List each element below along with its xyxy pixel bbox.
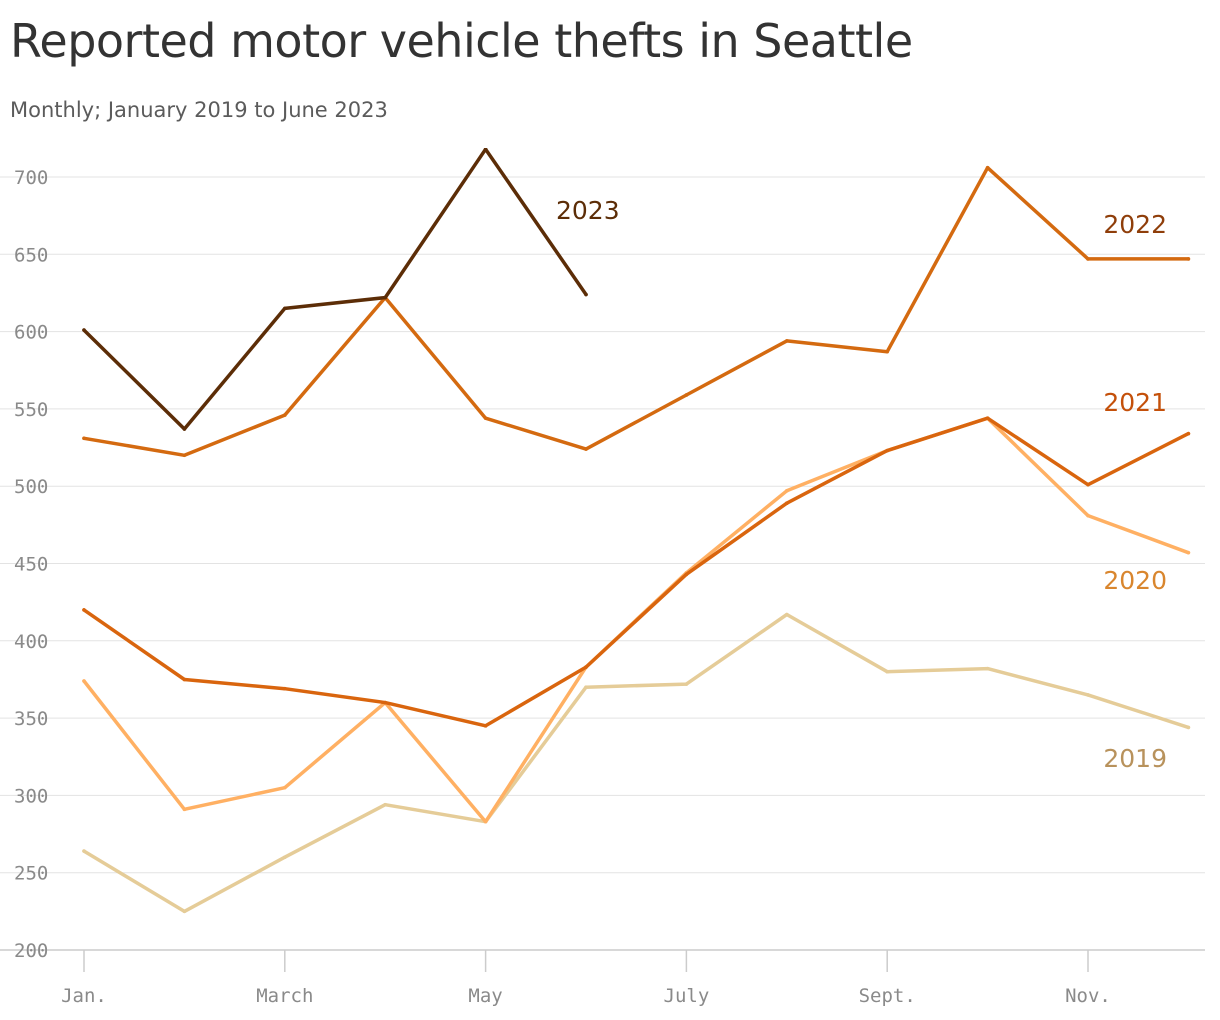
x-tick-label: Jan. xyxy=(61,985,107,1007)
data-point-2019 xyxy=(584,685,588,689)
data-point-2019 xyxy=(985,666,990,671)
data-point-2019 xyxy=(283,855,287,860)
data-point-2020 xyxy=(283,785,287,790)
data-point-2023 xyxy=(82,328,86,332)
data-point-2022 xyxy=(283,413,287,417)
data-point-2022 xyxy=(182,453,187,458)
data-point-2021 xyxy=(985,416,990,420)
y-tick-label: 650 xyxy=(14,244,48,266)
data-point-2022 xyxy=(82,436,86,441)
data-point-2019 xyxy=(684,682,689,686)
data-point-2021 xyxy=(283,686,287,691)
data-point-2022 xyxy=(885,349,889,354)
data-point-2021 xyxy=(182,677,187,682)
series-line-2019 xyxy=(82,612,1191,914)
series-label-2022: 2022 xyxy=(1103,210,1167,239)
grid-lines xyxy=(0,176,1205,951)
x-tick-label: May xyxy=(468,985,502,1007)
data-point-2022 xyxy=(785,339,789,343)
data-point-2022 xyxy=(684,393,689,397)
series-label-2019: 2019 xyxy=(1103,744,1167,773)
data-point-2019 xyxy=(885,669,889,674)
data-point-2023 xyxy=(182,427,187,431)
data-point-2020 xyxy=(785,489,789,493)
y-tick-label: 500 xyxy=(14,476,48,498)
chart-title: Reported motor vehicle thefts in Seattle xyxy=(10,14,913,68)
x-tick-label: Sept. xyxy=(859,985,916,1007)
series-line-2023 xyxy=(82,148,588,431)
x-tick-label: March xyxy=(256,985,313,1007)
data-point-2021 xyxy=(383,700,388,705)
y-tick-label: 250 xyxy=(14,863,48,885)
data-point-2021 xyxy=(885,448,889,453)
series-lines xyxy=(82,148,1191,914)
data-point-2019 xyxy=(82,849,86,853)
data-point-2019 xyxy=(785,612,789,617)
data-point-2022 xyxy=(1186,257,1191,261)
x-tick-label: July xyxy=(664,985,710,1007)
series-label-2021: 2021 xyxy=(1103,388,1167,417)
data-point-2023 xyxy=(483,148,488,151)
chart-subtitle: Monthly; January 2019 to June 2023 xyxy=(10,98,388,122)
y-tick-label: 600 xyxy=(14,322,48,344)
series-label-2023: 2023 xyxy=(556,196,620,225)
series-labels: 2019 2020 2021 2022 2023 xyxy=(556,196,1167,773)
data-point-2021 xyxy=(483,724,488,728)
y-tick-label: 700 xyxy=(14,167,48,189)
data-point-2020 xyxy=(82,679,86,683)
data-point-2022 xyxy=(483,416,488,420)
data-point-2020 xyxy=(1086,513,1090,518)
data-point-2020 xyxy=(483,819,488,824)
data-point-2021 xyxy=(1186,431,1191,436)
data-point-2019 xyxy=(1186,725,1191,730)
data-point-2019 xyxy=(182,909,187,914)
data-point-2019 xyxy=(1086,693,1090,697)
y-tick-label: 550 xyxy=(14,399,48,421)
series-label-2020: 2020 xyxy=(1103,566,1167,595)
y-tick-label: 300 xyxy=(14,785,48,807)
series-line-2022 xyxy=(82,165,1191,458)
y-tick-label: 350 xyxy=(14,708,48,730)
y-tick-label: 400 xyxy=(14,631,48,653)
data-point-2020 xyxy=(1186,550,1191,555)
x-tick-label: Nov. xyxy=(1065,985,1111,1007)
data-point-2022 xyxy=(584,447,588,451)
data-point-2021 xyxy=(82,608,86,612)
y-tick-label: 200 xyxy=(14,940,48,962)
data-point-2019 xyxy=(383,802,388,807)
y-tick-label: 450 xyxy=(14,554,48,576)
data-point-2020 xyxy=(182,807,187,812)
data-point-2023 xyxy=(283,306,287,311)
data-point-2023 xyxy=(383,295,388,300)
data-point-2023 xyxy=(584,292,588,297)
series-line-2021 xyxy=(82,416,1191,728)
axes: 200 250 300 350 400 450 500 550 600 650 700 Jan. Mar… xyxy=(14,167,1111,1007)
data-point-2021 xyxy=(785,501,789,506)
data-point-2021 xyxy=(684,572,689,577)
data-point-2022 xyxy=(985,165,990,170)
data-point-2022 xyxy=(1086,257,1090,261)
data-point-2021 xyxy=(1086,482,1090,487)
data-point-2021 xyxy=(584,665,588,669)
